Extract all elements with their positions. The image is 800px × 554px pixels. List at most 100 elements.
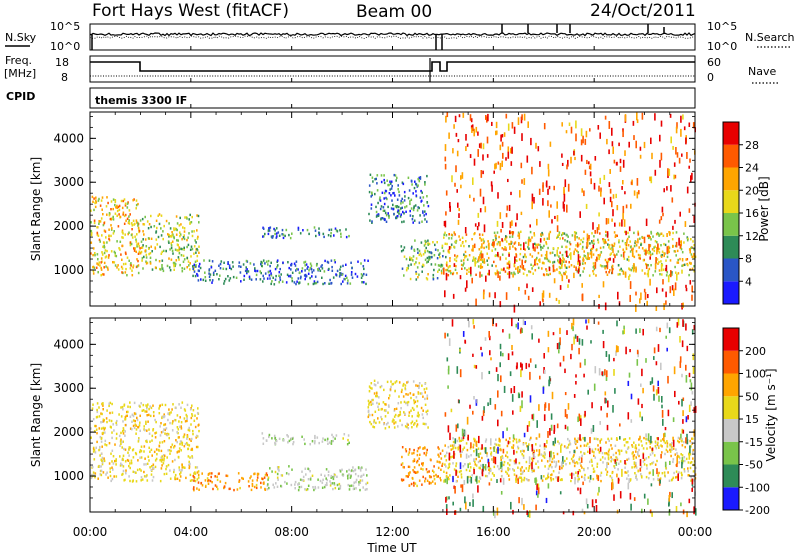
velocity-echo-cell: [165, 472, 168, 475]
power-echo-cell: [98, 261, 100, 264]
power-echo-cell: [436, 257, 439, 260]
power-echo-cell: [111, 227, 113, 230]
velocity-echo-cell: [576, 446, 578, 449]
power-echo-cell: [216, 273, 218, 276]
power-echo-cell: [583, 190, 585, 197]
power-echo-cell: [388, 216, 390, 219]
power-echo-cell: [479, 236, 481, 240]
velocity-echo-cell: [393, 419, 395, 422]
power-echo-cell: [120, 253, 122, 256]
power-echo-cell: [99, 220, 101, 223]
power-echo-cell: [281, 228, 284, 232]
power-echo-cell: [290, 268, 292, 271]
power-echo-cell: [396, 176, 398, 180]
power-echo-cell: [505, 157, 507, 161]
power-echo-cell: [445, 268, 447, 272]
velocity-echo-cell: [372, 425, 374, 428]
power-echo-cell: [367, 259, 369, 262]
power-echo-cell: [392, 203, 394, 207]
velocity-echo-cell: [262, 477, 264, 481]
velocity-echo-cell: [491, 472, 494, 475]
velocity-echo-cell: [667, 375, 669, 384]
power-echo-cell: [311, 271, 313, 274]
velocity-echo-cell: [623, 325, 625, 330]
velocity-echo-cell: [102, 426, 105, 430]
power-echo-cell: [469, 114, 472, 121]
velocity-echo-cell: [379, 385, 382, 389]
velocity-echo-cell: [469, 404, 471, 409]
velocity-echo-cell: [395, 380, 398, 383]
velocity-echo-cell: [371, 413, 374, 417]
velocity-echo-cell: [256, 472, 259, 476]
velocity-colorbar-swatch: [723, 328, 739, 351]
power-echo-cell: [525, 241, 527, 244]
power-echo-cell: [361, 281, 363, 284]
velocity-echo-cell: [291, 468, 293, 471]
velocity-echo-cell: [355, 480, 357, 484]
velocity-echo-cell: [390, 385, 392, 389]
power-echo-cell: [469, 154, 472, 159]
velocity-echo-cell: [613, 458, 615, 462]
velocity-echo-cell: [165, 467, 167, 471]
velocity-echo-cell: [332, 439, 334, 443]
velocity-echo-cell: [414, 482, 417, 485]
velocity-echo-cell: [639, 459, 642, 466]
velocity-echo-cell: [623, 444, 626, 447]
velocity-echo-cell: [456, 366, 459, 374]
velocity-echo-cell: [646, 464, 648, 467]
power-echo-cell: [179, 216, 181, 220]
velocity-echo-cell: [683, 459, 686, 463]
velocity-echo-cell: [469, 466, 472, 469]
velocity-echo-cell: [529, 371, 531, 380]
velocity-echo-cell: [129, 479, 131, 483]
velocity-echo-cell: [307, 478, 310, 481]
power-echo-cell: [99, 220, 102, 223]
power-echo-cell: [376, 174, 379, 177]
power-echo-cell: [259, 270, 261, 273]
power-echo-cell: [540, 234, 543, 238]
velocity-echo-cell: [400, 407, 402, 410]
power-echo-cell: [675, 126, 678, 134]
power-echo-cell: [565, 250, 568, 258]
power-echo-cell: [647, 236, 650, 240]
power-echo-cell: [370, 195, 372, 198]
time-tick-label: 00:00: [678, 525, 713, 539]
velocity-echo-cell: [407, 453, 410, 456]
velocity-echo-cell: [657, 437, 659, 441]
velocity-echo-cell: [459, 444, 462, 453]
power-echo-cell: [393, 212, 395, 216]
power-echo-cell: [264, 262, 266, 265]
power-echo-cell: [669, 286, 672, 294]
power-echo-cell: [681, 258, 684, 262]
power-echo-cell: [92, 247, 95, 250]
velocity-echo-cell: [262, 437, 265, 440]
power-echo-cell: [304, 264, 306, 267]
power-echo-cell: [622, 248, 624, 251]
velocity-echo-cell: [642, 460, 645, 463]
velocity-echo-cell: [139, 450, 141, 454]
velocity-echo-cell: [567, 446, 569, 449]
power-echo-cell: [302, 229, 304, 232]
power-echo-cell: [577, 244, 580, 247]
velocity-echo-cell: [176, 414, 179, 417]
power-echo-cell: [137, 259, 139, 263]
power-echo-cell: [677, 261, 680, 264]
velocity-echo-cell: [189, 456, 191, 459]
velocity-echo-cell: [159, 459, 161, 462]
velocity-echo-cell: [579, 415, 582, 420]
velocity-echo-cell: [543, 447, 546, 450]
power-echo-cell: [560, 266, 563, 269]
power-echo-cell: [493, 243, 495, 247]
power-echo-cell: [365, 282, 367, 286]
power-echo-cell: [130, 264, 132, 267]
power-echo-cell: [97, 263, 100, 266]
velocity-echo-cell: [122, 428, 125, 432]
power-echo-cell: [637, 230, 639, 234]
velocity-echo-cell: [122, 469, 125, 473]
power-echo-cell: [194, 260, 197, 263]
velocity-echo-cell: [275, 482, 277, 485]
power-echo-cell: [273, 227, 275, 231]
velocity-echo-cell: [533, 453, 535, 458]
velocity-echo-cell: [131, 449, 134, 452]
power-echo-cell: [508, 252, 510, 255]
